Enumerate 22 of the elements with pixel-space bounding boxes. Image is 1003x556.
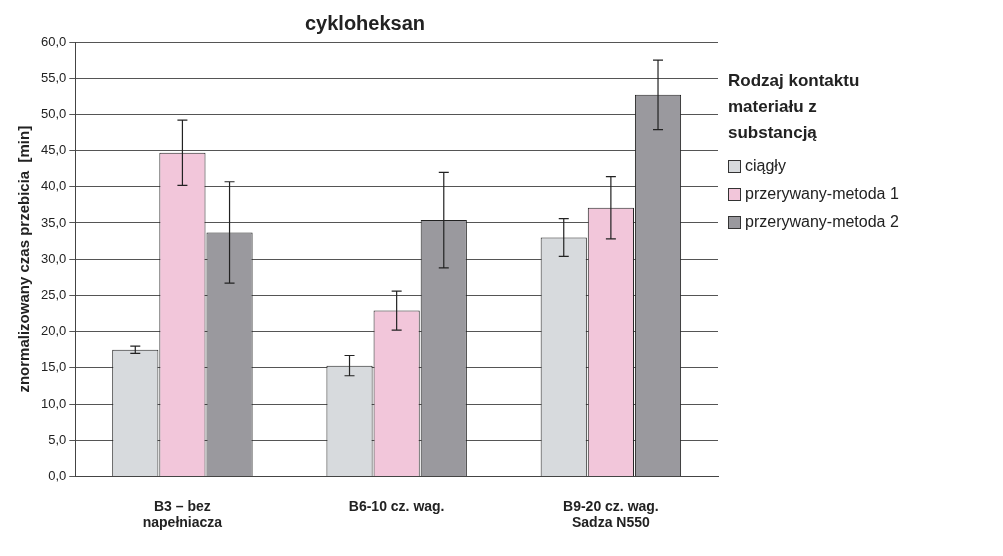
y-tick-label: 30,0 (40, 250, 67, 266)
legend-label: przerywany-metoda 1 (745, 184, 899, 204)
y-tick-label: 25,0 (40, 286, 67, 302)
y-tick-label: 15,0 (40, 359, 67, 375)
y-tick-label: 55,0 (40, 69, 67, 85)
y-axis-title: znormalizowany czas przebicia [min] (15, 125, 33, 393)
y-tick-label: 35,0 (40, 214, 67, 230)
chart-title: cykloheksan (304, 11, 426, 34)
y-tick-label: 10,0 (40, 395, 67, 411)
x-tick-label: B6-10 cz. wag. (348, 497, 445, 514)
y-tick-label: 5,0 (48, 431, 67, 447)
y-tick-label: 45,0 (40, 142, 67, 158)
x-tick-label: B9-20 cz. wag. Sadza N550 (563, 497, 659, 531)
y-tick-label: 0,0 (48, 467, 67, 483)
y-tick-label: 60,0 (40, 33, 67, 49)
legend-label: przerywany-metoda 2 (745, 212, 899, 232)
y-tick-label: 20,0 (40, 323, 67, 339)
y-tick-label: 40,0 (40, 178, 67, 194)
legend-title: Rodzaj kontaktu materiału z substancją (728, 70, 861, 144)
legend-label: ciągły (745, 156, 786, 176)
y-tick-label: 50,0 (40, 105, 67, 121)
x-tick-label: B3 – bez napełniacza (142, 497, 223, 531)
